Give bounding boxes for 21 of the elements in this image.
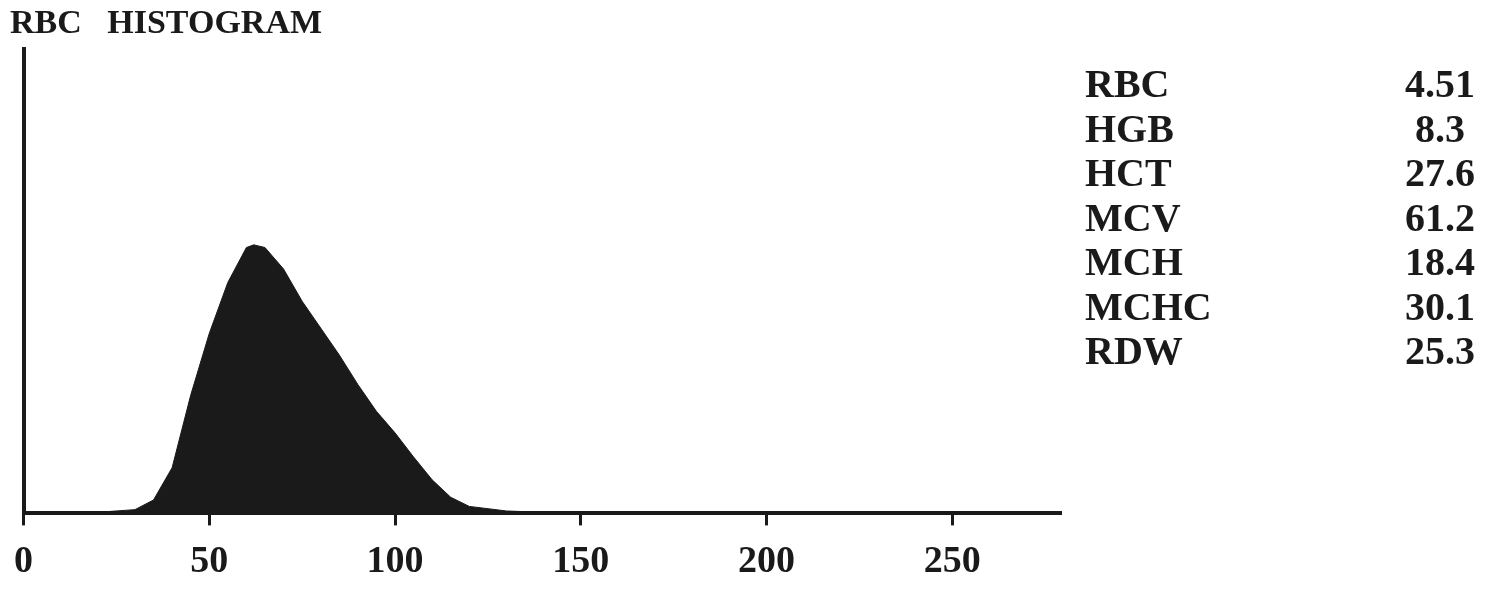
category-label: HCT [1085, 150, 1172, 196]
x-tick-label: 0 [14, 538, 33, 581]
data-label: 25.3 [1404, 328, 1476, 374]
category-label: MCHC [1085, 283, 1212, 329]
x-tick-label: 200 [738, 538, 796, 581]
data-label: 27.6 [1404, 150, 1476, 196]
x-tick-label: 100 [366, 538, 424, 581]
chart-title: RBC HISTOGRAM [10, 3, 323, 41]
data-label: 18.4 [1404, 239, 1476, 285]
category-label: MCH [1085, 239, 1183, 285]
data-label: 61.2 [1404, 194, 1476, 240]
data-label: 4.51 [1404, 61, 1476, 107]
x-tick-label: 250 [923, 538, 981, 581]
data-label: 8.3 [1414, 105, 1466, 151]
category-label: HGB [1085, 105, 1174, 151]
category-label: MCV [1085, 194, 1181, 240]
category-label: RDW [1085, 328, 1183, 374]
category-label: RBC [1085, 61, 1170, 107]
x-tick-label: 50 [190, 538, 229, 581]
x-tick-label: 150 [552, 538, 610, 581]
data-label: 30.1 [1404, 283, 1476, 329]
